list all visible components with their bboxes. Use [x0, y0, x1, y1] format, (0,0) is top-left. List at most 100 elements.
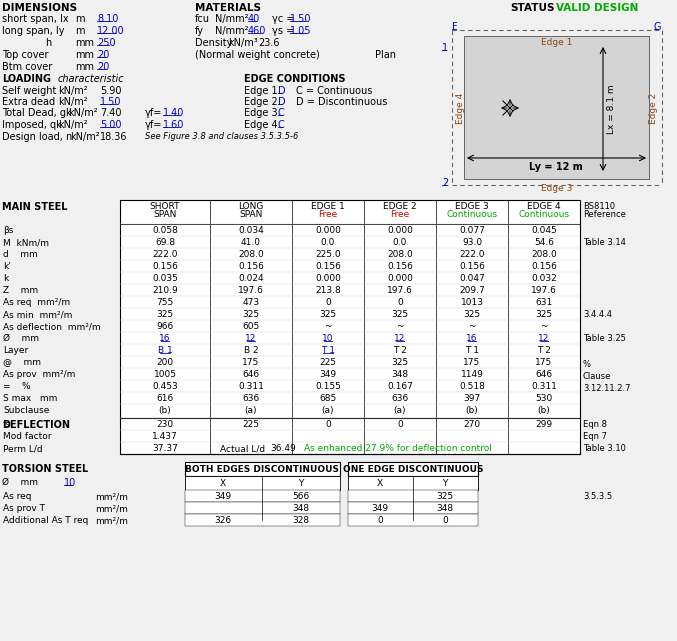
Text: 0.035: 0.035 — [152, 274, 178, 283]
Text: 3.12.11.2.7: 3.12.11.2.7 — [583, 384, 630, 393]
Text: 7.40: 7.40 — [100, 108, 121, 118]
Text: Eqn 8: Eqn 8 — [583, 420, 607, 429]
Text: 530: 530 — [536, 394, 552, 403]
Text: Lx = 8.1 m: Lx = 8.1 m — [607, 84, 616, 134]
Text: DIMENSIONS: DIMENSIONS — [2, 3, 77, 13]
Text: 1: 1 — [442, 43, 448, 53]
Text: ~: ~ — [468, 322, 476, 331]
Text: 325: 325 — [536, 310, 552, 319]
Text: 0.156: 0.156 — [238, 262, 264, 271]
Bar — [348, 462, 478, 476]
Text: Additional As T req: Additional As T req — [3, 516, 89, 525]
Text: 0.000: 0.000 — [387, 274, 413, 283]
Text: 175: 175 — [242, 358, 259, 367]
Text: BOTH EDGES DISCONTINUOUS: BOTH EDGES DISCONTINUOUS — [185, 465, 339, 474]
Text: 208.0: 208.0 — [531, 250, 557, 259]
Text: Self weight: Self weight — [2, 86, 56, 96]
Text: T 1: T 1 — [465, 346, 479, 355]
Text: As deflection  mm²/m: As deflection mm²/m — [3, 322, 101, 331]
Text: EDGE 2: EDGE 2 — [383, 202, 417, 211]
Text: Edge 3: Edge 3 — [542, 184, 573, 193]
Text: D = Discontinuous: D = Discontinuous — [296, 97, 387, 107]
Text: γs =: γs = — [272, 26, 294, 36]
Text: Top cover: Top cover — [2, 50, 49, 60]
Text: 0.156: 0.156 — [152, 262, 178, 271]
Text: γf=: γf= — [145, 108, 162, 118]
Text: 0.156: 0.156 — [387, 262, 413, 271]
Text: 0: 0 — [397, 298, 403, 307]
Text: Reference: Reference — [583, 210, 626, 219]
Text: d    mm: d mm — [3, 250, 38, 259]
Text: 175: 175 — [463, 358, 481, 367]
Text: Y: Y — [442, 479, 447, 488]
Text: 208.0: 208.0 — [387, 250, 413, 259]
Text: Imposed, qk: Imposed, qk — [2, 120, 62, 130]
Text: γc =: γc = — [272, 14, 294, 24]
Text: 12.00: 12.00 — [97, 26, 125, 36]
Text: 0.311: 0.311 — [531, 382, 557, 391]
Text: 209.7: 209.7 — [459, 286, 485, 295]
Text: =    %: = % — [3, 382, 30, 391]
Text: 348: 348 — [437, 504, 454, 513]
Text: Continuous: Continuous — [446, 210, 498, 219]
Text: T 1: T 1 — [321, 346, 335, 355]
Text: %: % — [583, 360, 591, 369]
Text: 225: 225 — [242, 420, 259, 429]
Text: Table 3.10: Table 3.10 — [583, 444, 626, 453]
Bar — [185, 490, 340, 502]
Text: m: m — [75, 14, 85, 24]
Text: SHORT: SHORT — [150, 202, 180, 211]
Text: 5.00: 5.00 — [100, 120, 121, 130]
Bar — [464, 36, 649, 179]
Text: T 2: T 2 — [537, 346, 551, 355]
Text: 225: 225 — [320, 358, 336, 367]
Text: 213.8: 213.8 — [315, 286, 341, 295]
Bar — [348, 514, 478, 526]
Text: 0.0: 0.0 — [393, 238, 407, 247]
Text: 325: 325 — [437, 492, 454, 501]
Text: 0.047: 0.047 — [459, 274, 485, 283]
Text: EDGE 4: EDGE 4 — [527, 202, 561, 211]
Text: k’: k’ — [3, 262, 11, 271]
Text: @    mm: @ mm — [3, 358, 41, 367]
Text: 460: 460 — [248, 26, 266, 36]
Text: 0: 0 — [442, 516, 448, 525]
Text: 0.156: 0.156 — [459, 262, 485, 271]
Text: N/mm²: N/mm² — [215, 14, 248, 24]
Text: 0: 0 — [397, 420, 403, 429]
Text: 8.10: 8.10 — [97, 14, 118, 24]
Text: 0.155: 0.155 — [315, 382, 341, 391]
Text: characteristic: characteristic — [58, 74, 125, 84]
Text: 325: 325 — [391, 358, 408, 367]
Text: 36.49: 36.49 — [270, 444, 296, 453]
Text: 1013: 1013 — [460, 298, 483, 307]
Text: kN/m³: kN/m³ — [228, 38, 258, 48]
Text: ONE EDGE DISCONTINUOUS: ONE EDGE DISCONTINUOUS — [343, 465, 483, 474]
Text: B 1: B 1 — [158, 346, 173, 355]
Text: 12: 12 — [245, 334, 257, 343]
Text: ~: ~ — [540, 322, 548, 331]
Text: As prov  mm²/m: As prov mm²/m — [3, 370, 75, 379]
Text: 175: 175 — [536, 358, 552, 367]
Text: 0: 0 — [325, 420, 331, 429]
Text: 348: 348 — [391, 370, 408, 379]
Text: 54.6: 54.6 — [534, 238, 554, 247]
Text: 0.024: 0.024 — [238, 274, 264, 283]
Text: Free: Free — [391, 210, 410, 219]
Text: Edge 4: Edge 4 — [456, 92, 466, 124]
Text: (a): (a) — [394, 406, 406, 415]
Text: (b): (b) — [538, 406, 550, 415]
Text: 349: 349 — [372, 504, 389, 513]
Text: 616: 616 — [156, 394, 173, 403]
Text: F: F — [452, 22, 458, 32]
Text: DEFLECTION: DEFLECTION — [2, 420, 70, 430]
Text: Total Dead, gk: Total Dead, gk — [2, 108, 72, 118]
Text: 0.000: 0.000 — [315, 226, 341, 235]
Text: 1005: 1005 — [154, 370, 177, 379]
Text: 0.167: 0.167 — [387, 382, 413, 391]
Text: 0.518: 0.518 — [459, 382, 485, 391]
Text: Design load, n: Design load, n — [2, 132, 72, 142]
Text: 0.453: 0.453 — [152, 382, 178, 391]
Text: 0.000: 0.000 — [387, 226, 413, 235]
Text: short span, lx: short span, lx — [2, 14, 68, 24]
